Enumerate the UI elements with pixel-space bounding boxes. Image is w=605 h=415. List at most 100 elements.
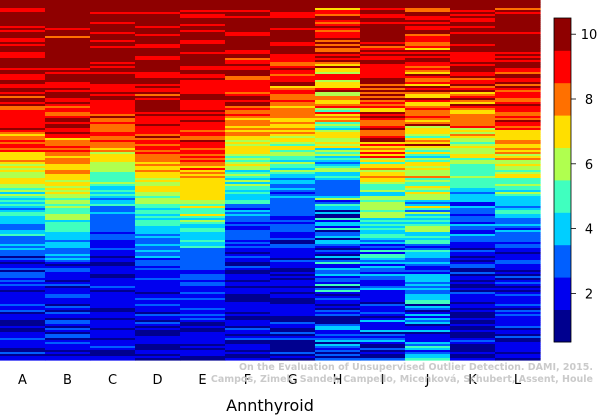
heatmap-cell: [180, 28, 226, 31]
heatmap-cell: [360, 188, 406, 191]
heatmap-cell: [495, 214, 541, 217]
heatmap-cell: [90, 358, 136, 361]
heatmap-cell: [225, 46, 271, 49]
heatmap-cell: [180, 354, 226, 357]
heatmap-cell: [405, 190, 451, 193]
heatmap-cell: [90, 212, 136, 215]
heatmap-cell: [0, 276, 46, 279]
heatmap-cell: [90, 292, 136, 295]
heatmap-cell: [135, 228, 181, 231]
heatmap-cell: [315, 338, 361, 341]
heatmap-cell: [135, 300, 181, 303]
heatmap-cell: [135, 158, 181, 161]
heatmap-cell: [495, 34, 541, 37]
heatmap-cell: [270, 232, 316, 235]
heatmap-cell: [360, 120, 406, 123]
heatmap-cell: [360, 16, 406, 19]
heatmap-cell: [135, 36, 181, 39]
heatmap-cell: [360, 242, 406, 245]
heatmap-cell: [495, 282, 541, 285]
heatmap-cell: [180, 152, 226, 155]
heatmap-cell: [360, 198, 406, 201]
heatmap-cell: [135, 104, 181, 107]
heatmap-cell: [315, 104, 361, 107]
heatmap-cell: [450, 156, 496, 159]
heatmap-cell: [495, 30, 541, 33]
heatmap-cell: [45, 108, 91, 111]
heatmap-cell: [270, 34, 316, 37]
heatmap-cell: [315, 18, 361, 21]
heatmap-cell: [225, 102, 271, 105]
heatmap-cell: [405, 274, 451, 277]
heatmap-cell: [45, 206, 91, 209]
heatmap-cell: [495, 218, 541, 221]
heatmap-cell: [450, 234, 496, 237]
heatmap-cell: [495, 320, 541, 323]
heatmap-cell: [225, 50, 271, 53]
heatmap-cell: [45, 222, 91, 225]
heatmap-cell: [45, 142, 91, 145]
heatmap-cell: [270, 318, 316, 321]
heatmap-cell: [405, 306, 451, 309]
heatmap-cell: [315, 58, 361, 61]
heatmap-cell: [450, 358, 496, 361]
heatmap-cell: [270, 344, 316, 347]
heatmap-cell: [360, 288, 406, 291]
heatmap-cell: [450, 206, 496, 209]
heatmap-cell: [0, 342, 46, 345]
heatmap-cell: [135, 238, 181, 241]
heatmap-cell: [0, 132, 46, 135]
heatmap-cell: [315, 340, 361, 343]
heatmap-cell: [405, 254, 451, 257]
heatmap-cell: [45, 256, 91, 259]
heatmap-cell: [495, 168, 541, 171]
heatmap-cell: [225, 318, 271, 321]
heatmap-cell: [180, 320, 226, 323]
heatmap-cell: [180, 94, 226, 97]
heatmap-cell: [135, 318, 181, 321]
heatmap-cell: [45, 70, 91, 73]
heatmap-cell: [495, 112, 541, 115]
heatmap-cell: [270, 326, 316, 329]
heatmap-cell: [225, 304, 271, 307]
heatmap-cell: [360, 282, 406, 285]
heatmap-cell: [495, 60, 541, 63]
heatmap-cell: [135, 194, 181, 197]
heatmap-cell: [450, 166, 496, 169]
heatmap-cell: [0, 162, 46, 165]
heatmap-cell: [360, 78, 406, 81]
heatmap-cell: [495, 322, 541, 325]
heatmap-cell: [405, 160, 451, 163]
heatmap-cell: [360, 56, 406, 59]
heatmap-cell: [315, 20, 361, 23]
heatmap-cell: [90, 136, 136, 139]
heatmap-cell: [450, 298, 496, 301]
heatmap-cell: [90, 220, 136, 223]
heatmap-cell: [180, 302, 226, 305]
heatmap-cell: [315, 108, 361, 111]
heatmap-cell: [135, 50, 181, 53]
heatmap-cell: [0, 118, 46, 121]
heatmap-cell: [270, 84, 316, 87]
heatmap-cell: [450, 54, 496, 57]
heatmap-cell: [315, 74, 361, 77]
heatmap-cell: [405, 80, 451, 83]
heatmap-cell: [315, 238, 361, 241]
heatmap-cell: [0, 38, 46, 41]
heatmap-cell: [0, 80, 46, 83]
heatmap-cell: [0, 102, 46, 105]
heatmap-cell: [450, 278, 496, 281]
heatmap-cell: [495, 254, 541, 257]
heatmap-cell: [270, 14, 316, 17]
heatmap-cell: [315, 260, 361, 263]
heatmap-cell: [495, 154, 541, 157]
heatmap-cell: [45, 208, 91, 211]
heatmap-cell: [225, 250, 271, 253]
heatmap-cell: [90, 326, 136, 329]
heatmap-cell: [225, 58, 271, 61]
heatmap-cell: [180, 160, 226, 163]
heatmap-cell: [360, 12, 406, 15]
heatmap-cell: [405, 2, 451, 5]
heatmap-cell: [495, 104, 541, 107]
heatmap-cell: [405, 78, 451, 81]
